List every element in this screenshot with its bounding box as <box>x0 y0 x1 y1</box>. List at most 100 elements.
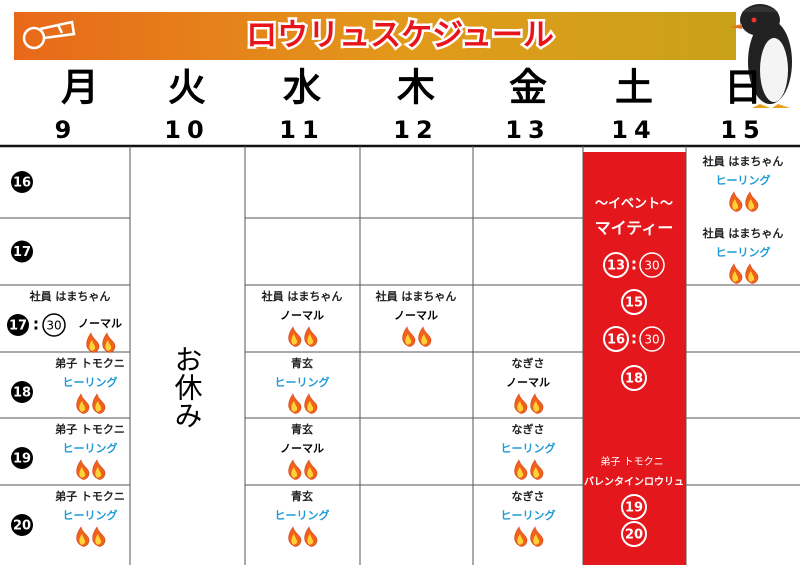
fire-icon <box>288 393 318 414</box>
sauna-type: ノーマル <box>394 309 438 322</box>
flame-core <box>291 334 298 345</box>
flame-core <box>405 334 412 345</box>
hour-circle <box>603 326 629 352</box>
hour-text: 18 <box>625 372 643 387</box>
event-staff: 弟子 トモクニ <box>600 456 663 468</box>
hour-text: 16 <box>13 176 31 191</box>
minute-text: 30 <box>644 259 659 273</box>
day-date: 12 <box>393 116 438 144</box>
flame-core <box>79 467 86 478</box>
flame-core <box>79 534 86 545</box>
minute-text: 30 <box>644 333 659 347</box>
day-name: 金 <box>509 66 547 110</box>
flame-core <box>517 534 524 545</box>
staff-name: 青玄 <box>291 356 313 370</box>
flame-core <box>732 199 739 210</box>
flame-core <box>748 199 755 210</box>
hour-circle <box>621 521 647 547</box>
penguin-icon <box>730 4 792 108</box>
day-date: 10 <box>164 116 209 144</box>
hour-text: 19 <box>13 452 31 467</box>
fire-icon <box>514 459 544 480</box>
flame-core <box>517 401 524 412</box>
hour-circle <box>11 240 33 263</box>
flame-core <box>95 467 102 478</box>
flame-core <box>291 467 298 478</box>
flame-core <box>517 467 524 478</box>
minute-circle <box>42 313 66 337</box>
hour-circle <box>11 514 33 536</box>
day-name: 水 <box>282 66 322 110</box>
fire-icon <box>729 263 759 284</box>
hour-text: 15 <box>625 296 643 311</box>
flame-core <box>95 534 102 545</box>
staff-name: なぎさ <box>512 489 545 503</box>
minute-circle <box>639 252 665 278</box>
fire-icon <box>402 326 432 347</box>
event-label: ～イベント～ <box>595 197 673 212</box>
flame-core <box>95 401 102 412</box>
day-name: 火 <box>168 66 206 110</box>
staff-name: 弟子 トモクニ <box>55 422 125 436</box>
hour-circle <box>11 381 33 403</box>
flame-core <box>307 534 314 545</box>
day-date: 14 <box>611 116 656 144</box>
header-banner <box>14 12 736 60</box>
staff-name: 青玄 <box>291 489 313 503</box>
sauna-type: ヒーリング <box>63 508 118 522</box>
hour-circle <box>621 289 647 315</box>
hour-text: 16 <box>607 333 625 348</box>
fire-icon <box>514 526 544 547</box>
fire-icon <box>76 393 106 414</box>
sauna-type: ヒーリング <box>63 375 118 389</box>
staff-name: なぎさ <box>512 356 545 370</box>
fire-icon <box>288 326 318 347</box>
fire-icon <box>514 393 544 414</box>
flame-core <box>421 334 428 345</box>
sauna-type: ヒーリング <box>63 441 118 455</box>
hour-text: 19 <box>625 501 643 516</box>
event-name: マイティー <box>595 219 674 238</box>
flame-core <box>307 401 314 412</box>
fire-icon <box>288 459 318 480</box>
minute-text: 30 <box>46 319 61 333</box>
header-title: ロウリュスケジュール <box>246 18 554 54</box>
staff-name: 青玄 <box>291 422 313 436</box>
staff-name: 弟子 トモクニ <box>55 489 125 503</box>
sauna-type: ヒーリング <box>501 441 556 455</box>
hour-circle <box>621 365 647 391</box>
flame-core <box>533 401 540 412</box>
flame-core <box>89 340 96 351</box>
hour-text: 17 <box>9 319 27 334</box>
day-name: 土 <box>615 66 653 110</box>
staff-name: 社員 はまちゃん <box>29 289 111 303</box>
flame-core <box>307 334 314 345</box>
flame-core <box>105 340 112 351</box>
sauna-type: ヒーリング <box>275 375 330 389</box>
sauna-type: ヒーリング <box>501 508 556 522</box>
flame-core <box>291 534 298 545</box>
fire-icon <box>729 191 759 212</box>
day-name: 日 <box>724 66 762 110</box>
minute-circle <box>639 326 665 352</box>
sauna-type: ノーマル <box>78 317 122 330</box>
time-separator: : <box>631 255 637 274</box>
sauna-type: ヒーリング <box>716 245 771 259</box>
flame-core <box>533 467 540 478</box>
hour-text: 20 <box>13 519 31 534</box>
hour-circle <box>603 252 629 278</box>
staff-name: 社員 はまちゃん <box>702 154 784 168</box>
hour-circle <box>7 314 29 336</box>
staff-name: 社員 はまちゃん <box>261 289 343 303</box>
hour-text: 13 <box>607 259 625 274</box>
staff-name: なぎさ <box>512 422 545 436</box>
time-separator: : <box>631 329 637 348</box>
fire-icon <box>76 459 106 480</box>
day-name: 木 <box>397 66 435 110</box>
day-date: 13 <box>505 116 550 144</box>
fire-icon <box>288 526 318 547</box>
day-name: 月 <box>61 66 99 110</box>
